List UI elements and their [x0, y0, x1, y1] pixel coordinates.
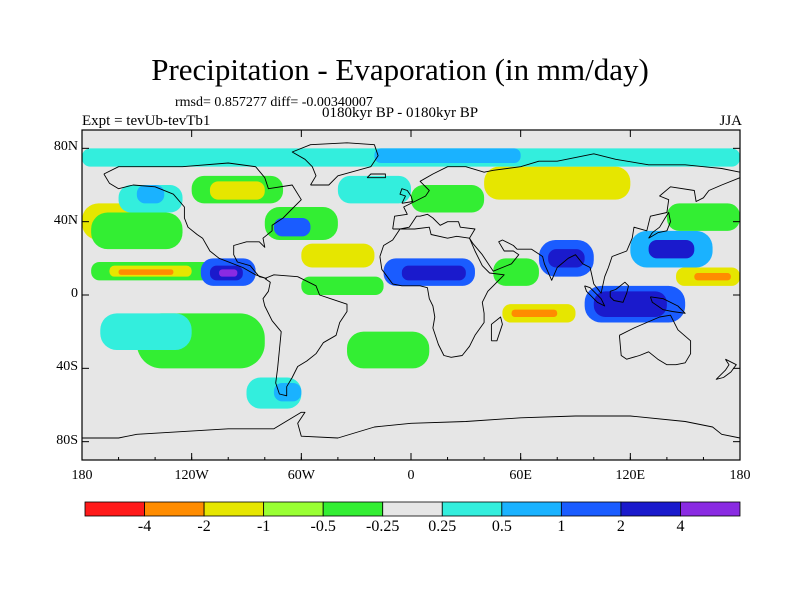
coastline-north-america [103, 162, 302, 279]
coastline-south-america [262, 274, 348, 397]
x-tick-label: 180 [71, 468, 93, 483]
colorbar-box [441, 501, 503, 517]
y-tick-label: 40S [56, 359, 78, 375]
region-s-indian-ocean-orange [511, 309, 558, 317]
x-tick-label: 60W [287, 468, 315, 483]
colorbar-label: -0.5 [310, 518, 336, 535]
region-canada-yellow [209, 181, 265, 200]
coastline-madagascar [490, 316, 503, 342]
tick-layer [81, 130, 741, 460]
x-tick-label: 120E [615, 468, 646, 483]
field-layer [82, 130, 740, 460]
region-n-pacific-green [91, 212, 183, 250]
colorbar-box [263, 501, 324, 517]
region-s-atlantic-green [347, 331, 430, 369]
region-arabian-sea-green [493, 258, 539, 286]
colorbar-label: -0.25 [366, 518, 400, 535]
colorbar-label: -4 [137, 518, 152, 535]
region-siberia-yellow [484, 166, 631, 200]
x-tick-label: 180 [729, 468, 751, 483]
colorbar [84, 501, 741, 517]
coastline-sumatra [584, 285, 606, 307]
colorbar-label: 1 [557, 518, 566, 535]
colorbar-box [680, 501, 741, 517]
period-line: 0180kyr BP - 0180kyr BP [322, 105, 479, 121]
coastline-new-guinea [649, 296, 686, 314]
coastline-borneo [609, 281, 629, 303]
coastline-africa [379, 226, 505, 358]
colorbar-label: 2 [616, 518, 625, 535]
colorbar-label: 0.5 [491, 518, 512, 535]
coastline-eurasia [392, 153, 741, 294]
y-tick-label: 0 [71, 286, 78, 301]
colorbar-label: 4 [676, 518, 685, 535]
coastline-greenland [291, 142, 379, 186]
region-n-atlantic-cyan [337, 175, 411, 204]
region-europe-green [411, 185, 485, 213]
experiment-label: Expt = tevUb-tevTb1 [82, 113, 211, 129]
colorbar-box [144, 501, 205, 517]
coastline-layer [82, 142, 741, 439]
colorbar-label: 0.25 [428, 518, 457, 535]
colorbar-box [382, 501, 443, 517]
colorbar-label: -1 [256, 518, 271, 535]
colorbar-box [84, 501, 145, 517]
region-atlantic-itcz-green [301, 276, 384, 295]
region-itcz-pacific-orange [118, 269, 174, 275]
coastline-uk [399, 188, 414, 204]
plot-title: Precipitation - Evaporation (in mm/day) [151, 52, 649, 87]
coastline-antarctica [82, 411, 741, 439]
colorbar-box [203, 501, 265, 517]
x-tick-label: 0 [407, 468, 415, 483]
region-subtrop-n-atlantic-yellow [301, 243, 375, 268]
region-w-pacific-orange [694, 273, 731, 281]
coastline-iceland [366, 173, 386, 179]
region-s-pacific-cyan [100, 313, 192, 350]
season-label: JJA [719, 113, 742, 129]
colorbar-box [560, 501, 622, 517]
region-southern-ocean-blue [273, 383, 302, 402]
colorbar-box [322, 501, 384, 517]
region-kuroshio-green [666, 203, 740, 231]
region-n-pacific-blue [136, 185, 165, 204]
region-nw-pacific-core [648, 240, 695, 259]
region-e-pacific-warmpool-purple [219, 269, 238, 277]
region-w-africa-monsoon-core [401, 265, 466, 281]
colorbar-label: -2 [197, 518, 211, 535]
stats-line: rmsd= 0.857277 diff= -0.00340007 [175, 95, 373, 110]
x-tick-label: 120W [174, 468, 209, 483]
region-n-atlantic-storm-blue [273, 218, 311, 237]
y-tick-label: 80N [53, 139, 78, 155]
region-maritime-continent-core [593, 291, 667, 317]
colorbar-box [501, 501, 562, 517]
x-tick-label: 60E [509, 468, 532, 483]
region-indian-monsoon-core [548, 249, 585, 268]
coastline-new-zealand [715, 358, 737, 380]
colorbar-box [620, 501, 681, 517]
coastline-australia [618, 314, 692, 366]
region-arctic-blue [374, 148, 521, 163]
coastline-japan [648, 212, 671, 239]
y-tick-label: 80S [56, 432, 78, 448]
y-tick-label: 40N [53, 212, 78, 228]
